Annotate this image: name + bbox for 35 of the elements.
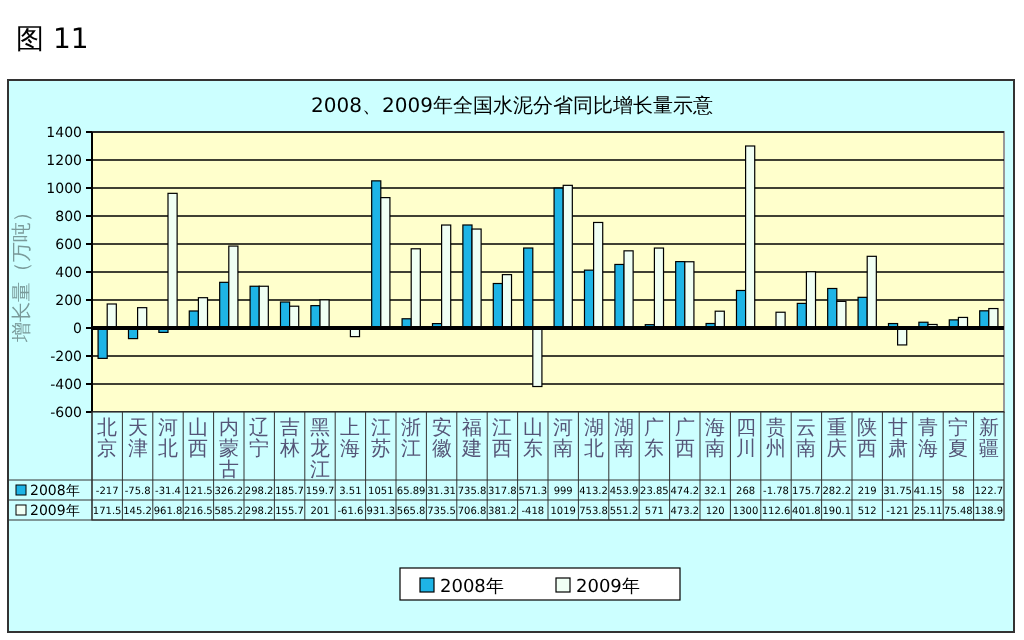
x-tick-label: 福建 <box>460 416 482 461</box>
x-tick-label: 安徽 <box>431 416 452 461</box>
x-tick-label: 宁夏 <box>948 416 969 461</box>
chart-title: 2008、2009年全国水泥分省同比增长量示意 <box>311 94 713 118</box>
x-tick-label: 广西 <box>674 416 695 461</box>
x-tick-label: 甘肃 <box>887 416 908 461</box>
x-tick-label: 内蒙古 <box>218 416 239 482</box>
x-tick-label: 河南 <box>553 416 574 461</box>
x-tick-label: 黑龙江 <box>310 418 330 482</box>
x-tick-label: 湖南 <box>614 416 634 461</box>
x-tick-label: 四川 <box>735 418 756 461</box>
x-tick-label: 青海 <box>918 416 938 461</box>
x-tick-label: 浙江 <box>401 416 422 461</box>
x-tick-label: 重庆 <box>826 416 847 461</box>
x-tick-label: 广东 <box>644 416 665 461</box>
y-axis-title: 增长量（万吨） <box>10 202 34 344</box>
x-tick-label: 山西 <box>188 416 209 461</box>
x-tick-label: 云南 <box>796 418 817 461</box>
x-tick-label: 北京 <box>97 416 118 461</box>
x-tick-label: 天津 <box>127 418 148 461</box>
x-tick-label: 贵州 <box>766 416 786 461</box>
x-tick-label: 新疆 <box>978 416 999 461</box>
x-tick-label: 河北 <box>158 416 178 461</box>
x-tick-label: 海南 <box>705 416 726 461</box>
text: 2008年 <box>440 578 504 598</box>
x-tick-label: 上海 <box>340 416 361 461</box>
x-tick-label: 山东 <box>522 416 543 461</box>
x-tick-label: 辽宁 <box>249 416 270 461</box>
x-tick-label: 江西 <box>492 416 513 461</box>
x-tick-label: 陕西 <box>857 416 878 461</box>
x-tick-label: 江苏 <box>370 416 391 461</box>
x-tick-label: 吉林 <box>277 416 300 461</box>
caption: 图 11 <box>16 24 89 56</box>
text: 2009年 <box>576 578 640 598</box>
x-tick-label: 湖北 <box>583 416 604 461</box>
